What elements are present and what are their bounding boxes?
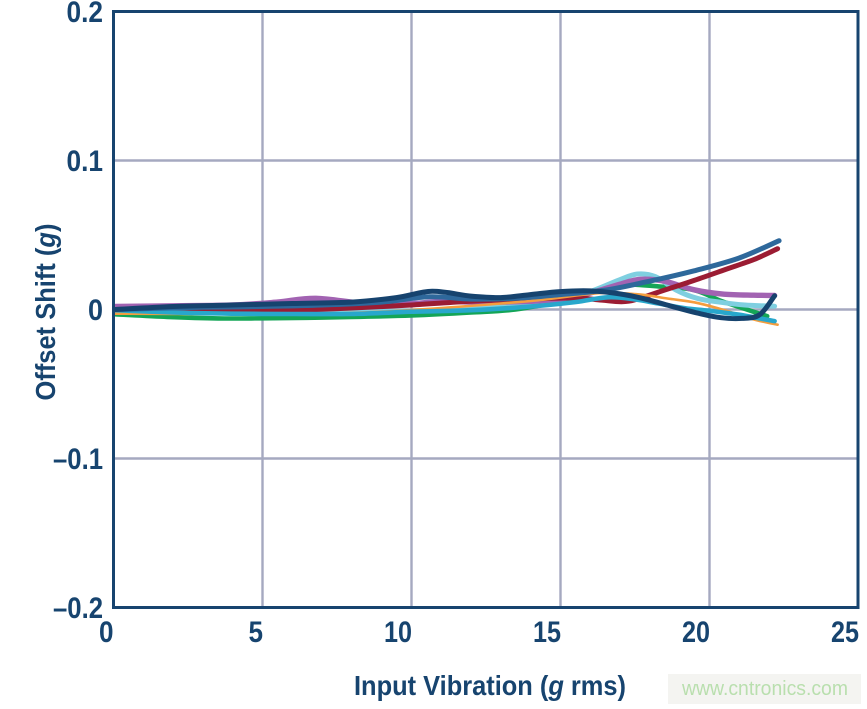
svg-text:0: 0 <box>88 294 103 327</box>
svg-text:Input Vibration (g rms): Input Vibration (g rms) <box>354 670 626 701</box>
svg-text:20: 20 <box>682 616 710 649</box>
svg-text:15: 15 <box>533 616 561 649</box>
svg-text:10: 10 <box>384 616 412 649</box>
svg-text:0: 0 <box>99 616 114 649</box>
svg-text:0.1: 0.1 <box>67 145 104 178</box>
svg-text:25: 25 <box>831 616 859 649</box>
svg-text:–0.1: –0.1 <box>53 443 103 476</box>
svg-text:Offset Shift (g): Offset Shift (g) <box>30 224 61 401</box>
svg-text:0.2: 0.2 <box>67 0 104 29</box>
svg-text:–0.2: –0.2 <box>53 592 103 625</box>
svg-text:5: 5 <box>249 616 264 649</box>
svg-text:www.cntronics.com: www.cntronics.com <box>681 678 848 700</box>
